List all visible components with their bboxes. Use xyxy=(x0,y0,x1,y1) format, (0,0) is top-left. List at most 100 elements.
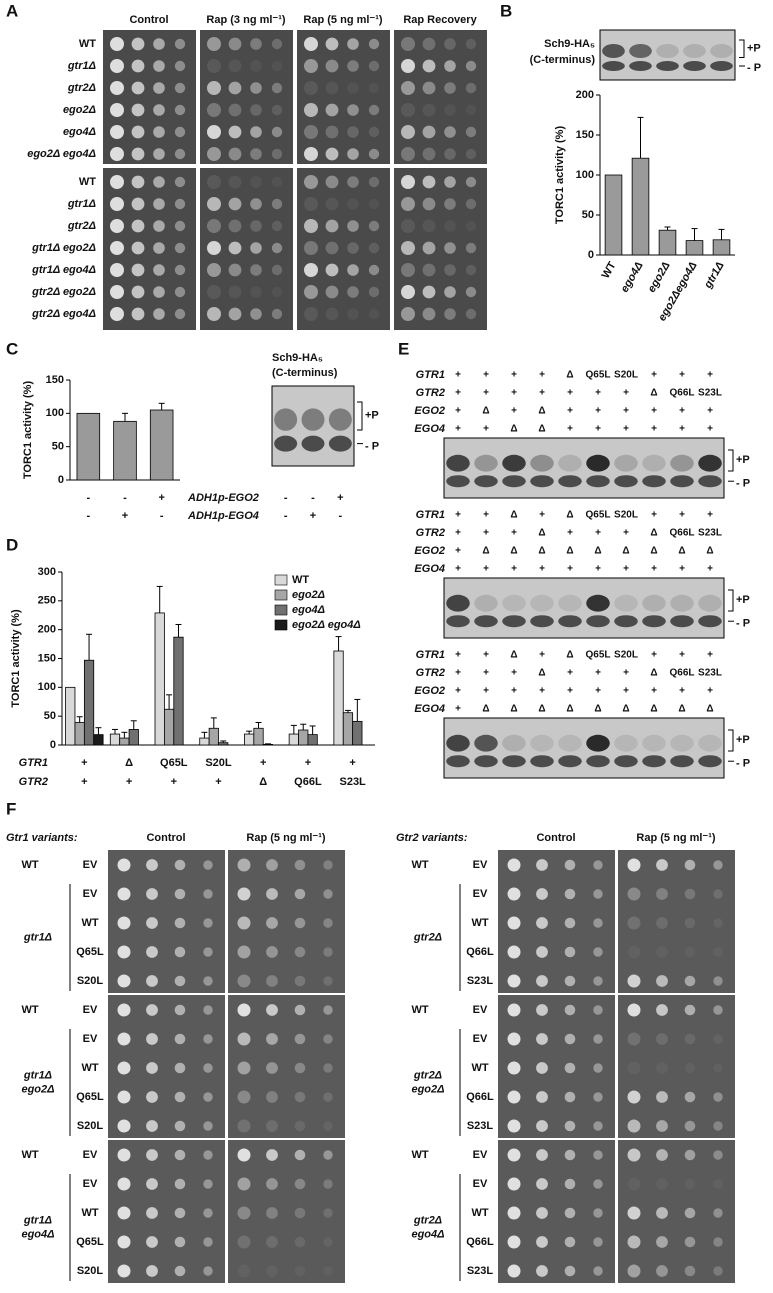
plasmid-label: S23L xyxy=(467,1120,494,1132)
band xyxy=(558,594,582,612)
genotype-value: + xyxy=(679,564,685,575)
genotype-value: + xyxy=(595,406,601,417)
colony-spot xyxy=(203,1179,213,1189)
bar xyxy=(244,733,255,746)
genotype-value: + xyxy=(455,686,461,697)
colony-spot xyxy=(347,82,359,94)
genotype-value: Q66L xyxy=(669,668,694,679)
colony-spot xyxy=(564,1091,576,1103)
colony-spot xyxy=(131,197,145,211)
colony-spot xyxy=(684,888,696,900)
colony-spot xyxy=(266,859,278,871)
colony-spot xyxy=(422,175,436,189)
colony-spot xyxy=(174,198,186,210)
colony-spot xyxy=(465,148,477,160)
colony-spot xyxy=(207,125,221,139)
plasmid-label: Q65L xyxy=(76,946,104,958)
bar xyxy=(199,737,210,746)
colony-spot xyxy=(656,1149,668,1161)
genotype-value: + xyxy=(623,406,629,417)
genotype-value: + xyxy=(623,564,629,575)
band-label: - P xyxy=(747,62,761,74)
bar xyxy=(93,734,104,746)
colony-spot xyxy=(271,38,283,50)
colony-spot xyxy=(294,859,306,871)
colony-spot xyxy=(266,975,278,987)
band-label: +P xyxy=(736,734,750,746)
genotype-value: + xyxy=(651,370,657,381)
colony-spot xyxy=(131,59,145,73)
colony-spot xyxy=(507,1177,521,1191)
band xyxy=(558,615,582,628)
genotype-value: S20L xyxy=(614,510,638,521)
colony-spot xyxy=(656,859,668,871)
colony-spot xyxy=(294,1033,306,1045)
colony-spot xyxy=(131,219,145,233)
condition-label: GTR1 xyxy=(19,757,48,769)
colony-spot xyxy=(250,176,262,188)
colony-spot xyxy=(401,37,415,51)
bracket xyxy=(728,589,734,612)
band xyxy=(474,475,498,488)
colony-spot xyxy=(684,917,696,929)
bar xyxy=(76,412,101,481)
colony-spot xyxy=(684,975,696,987)
colony-spot xyxy=(271,242,283,254)
bar xyxy=(712,239,731,256)
genotype-value: S23L xyxy=(698,388,722,399)
condition-value: Δ xyxy=(125,757,133,769)
colony-spot xyxy=(507,916,521,930)
y-tick-label: 300 xyxy=(38,566,56,578)
colony-spot xyxy=(250,308,262,320)
colony-spot xyxy=(203,889,213,899)
colony-spot xyxy=(146,1178,158,1190)
colony-spot xyxy=(110,219,124,233)
genotype-value: + xyxy=(539,370,545,381)
plasmid-label: EV xyxy=(473,1149,488,1161)
genotype-value: + xyxy=(539,388,545,399)
colony-spot xyxy=(593,1150,603,1160)
colony-spot xyxy=(536,1091,548,1103)
colony-spot xyxy=(684,1207,696,1219)
band xyxy=(328,408,352,431)
genotype-value: + xyxy=(455,668,461,679)
genotype-value: Q66L xyxy=(669,528,694,539)
colony-spot xyxy=(237,887,251,901)
genotype-value: + xyxy=(679,510,685,521)
band xyxy=(274,408,298,431)
colony-spot xyxy=(564,946,576,958)
colony-spot xyxy=(422,307,436,321)
colony-spot xyxy=(304,263,318,277)
band xyxy=(474,615,498,628)
colony-spot xyxy=(323,889,333,899)
colony-spot xyxy=(207,147,221,161)
strain-label: gtr2Δ xyxy=(67,220,96,232)
colony-spot xyxy=(146,1091,158,1103)
genotype-value: Q65L xyxy=(585,370,610,381)
plasmid-label: EV xyxy=(473,1004,488,1016)
genotype-value: + xyxy=(483,424,489,435)
colony-spot xyxy=(228,197,242,211)
colony-spot xyxy=(207,263,221,277)
plasmid-label: EV xyxy=(83,1004,98,1016)
plate xyxy=(297,168,390,330)
genotype-value: Δ xyxy=(566,704,573,715)
colony-spot xyxy=(153,308,165,320)
band xyxy=(586,615,610,628)
strain-label: gtr2Δ ego4Δ xyxy=(31,308,96,320)
blot-label: Sch9-HA₅ xyxy=(544,38,595,50)
y-tick-label: 150 xyxy=(576,129,594,141)
colony-spot xyxy=(444,60,456,72)
colony-spot xyxy=(250,60,262,72)
blot-label: (C-terminus) xyxy=(530,54,596,66)
colony-spot xyxy=(444,198,456,210)
band xyxy=(602,44,625,58)
band xyxy=(698,454,722,472)
colony-spot xyxy=(203,860,213,870)
colony-spot xyxy=(237,1264,251,1278)
bar xyxy=(163,708,175,746)
bar xyxy=(288,733,299,746)
strain-label: gtr1Δ xyxy=(23,931,52,943)
colony-spot xyxy=(304,285,318,299)
genotype-label: GTR1 xyxy=(416,649,445,661)
